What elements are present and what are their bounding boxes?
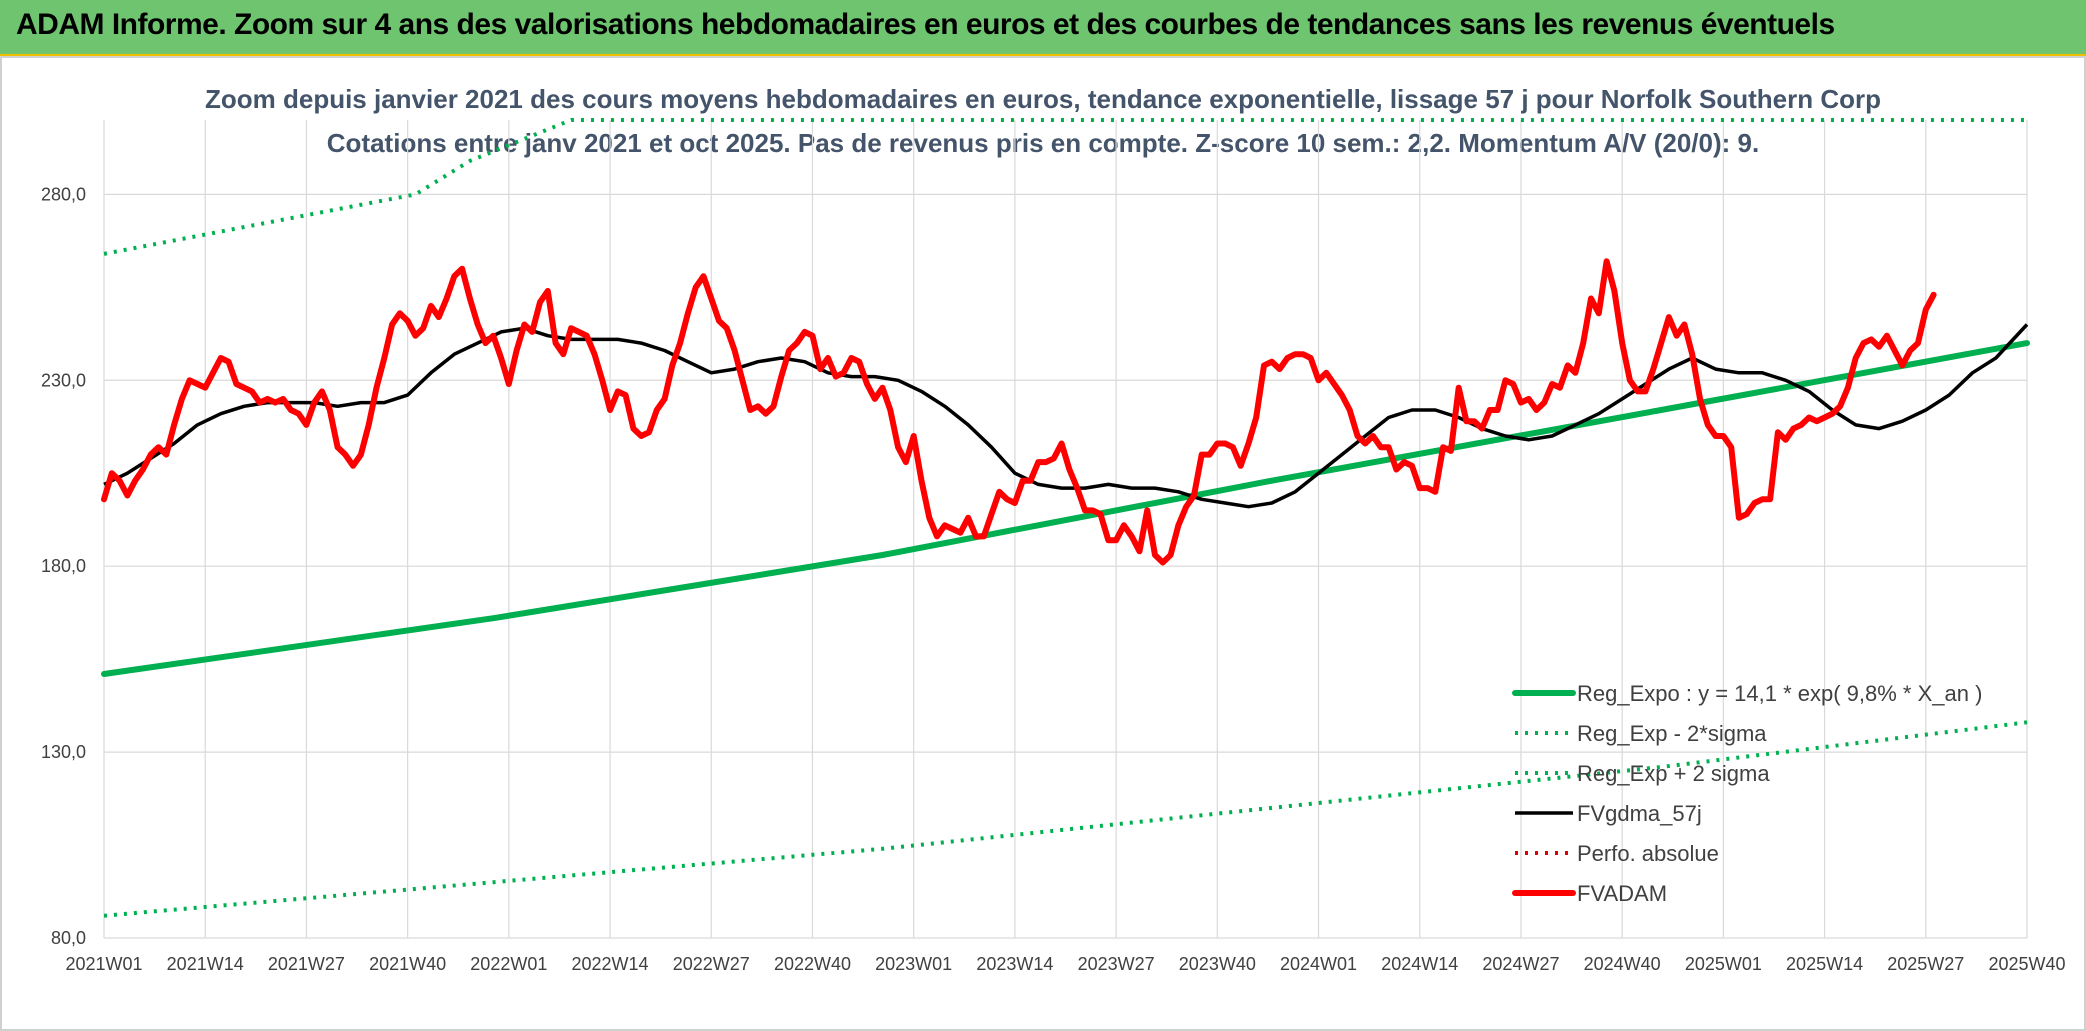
- y-tick-label: 130,0: [41, 742, 86, 762]
- x-tick-label: 2024W40: [1584, 954, 1661, 974]
- x-tick-label: 2022W01: [470, 954, 547, 974]
- legend-label: Reg_Expo : y = 14,1 * exp( 9,8% * X_an ): [1577, 681, 1982, 706]
- x-tick-label: 2025W40: [1988, 954, 2065, 974]
- x-tick-label: 2025W14: [1786, 954, 1863, 974]
- legend-label: Perfo. absolue: [1577, 841, 1719, 866]
- x-tick-label: 2025W01: [1685, 954, 1762, 974]
- y-tick-label: 280,0: [41, 184, 86, 204]
- legend-label: FVgdma_57j: [1577, 801, 1702, 826]
- x-tick-label: 2021W27: [268, 954, 345, 974]
- x-tick-label: 2024W14: [1381, 954, 1458, 974]
- y-tick-label: 230,0: [41, 370, 86, 390]
- x-tick-label: 2023W01: [875, 954, 952, 974]
- fvadam-line: [101, 258, 1937, 566]
- x-tick-label: 2022W40: [774, 954, 851, 974]
- chart-frame: [0, 56, 2086, 1031]
- x-tick-label: 2022W14: [572, 954, 649, 974]
- chart-title-line2: Cotations entre janv 2021 et oct 2025. P…: [327, 128, 1759, 158]
- x-tick-label: 2025W27: [1887, 954, 1964, 974]
- legend-label: Reg_Exp + 2 sigma: [1577, 761, 1770, 786]
- x-tick-label: 2022W27: [673, 954, 750, 974]
- x-tick-label: 2024W27: [1482, 954, 1559, 974]
- chart-title-line1: Zoom depuis janvier 2021 des cours moyen…: [205, 84, 1881, 114]
- x-tick-label: 2023W14: [976, 954, 1053, 974]
- x-tick-label: 2021W14: [167, 954, 244, 974]
- y-tick-label: 80,0: [51, 928, 86, 948]
- x-tick-label: 2024W01: [1280, 954, 1357, 974]
- reg-expo-y-14-1-exp-9-8-x-an-line: [101, 340, 2030, 677]
- reg-exp-2-sigma-line: [103, 118, 2027, 256]
- report-title: ADAM Informe. Zoom sur 4 ans des valoris…: [16, 8, 1835, 41]
- x-tick-label: 2021W40: [369, 954, 446, 974]
- legend-label: Reg_Exp - 2*sigma: [1577, 721, 1767, 746]
- y-tick-label: 180,0: [41, 556, 86, 576]
- report-banner: ADAM Informe. Zoom sur 4 ans des valoris…: [0, 0, 2086, 56]
- legend-label: FVADAM: [1577, 881, 1667, 906]
- x-tick-label: 2023W40: [1179, 954, 1256, 974]
- x-tick-label: 2021W01: [65, 954, 142, 974]
- fvgdma-57j-line: [103, 323, 2029, 509]
- reg-exp-2-sigma-line: [103, 720, 2028, 918]
- x-tick-label: 2023W27: [1078, 954, 1155, 974]
